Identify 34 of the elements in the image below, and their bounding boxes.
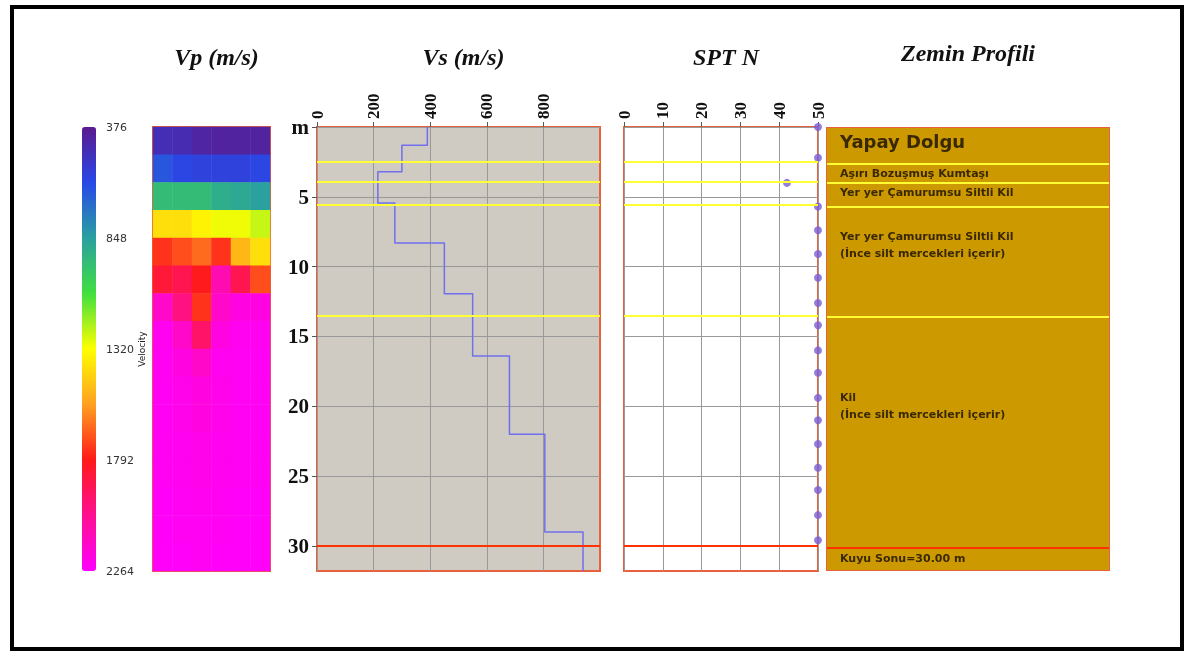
x-tick-label: 30 — [730, 102, 750, 119]
text: Kil (İnce silt mercekleri içerir) — [840, 390, 1006, 423]
y-tick-label: m — [291, 115, 310, 139]
text: Zemin Profili — [900, 40, 1036, 67]
color-bar-label: 1320 — [106, 342, 134, 356]
text: Yer yer Çamurumsu Siltli Kil (İnce silt mercekleri içerir) — [840, 229, 1014, 262]
y-tick-label: 30 — [288, 533, 309, 558]
chart-title: SPT N — [693, 44, 761, 70]
text: Yapay Dolgu — [840, 131, 966, 153]
color-bar-label: 1792 — [106, 453, 134, 467]
text: Kuyu Sonu=30.00 m — [840, 551, 966, 567]
y-tick-label: 25 — [288, 464, 309, 489]
y-tick-label: 15 — [288, 324, 309, 349]
chart-title: Vp (m/s) — [174, 44, 259, 70]
color-bar-label: 376 — [106, 120, 127, 134]
text: Aşırı Bozuşmuş Kumtaşı — [840, 166, 989, 182]
color-bar-label: 848 — [106, 231, 127, 245]
text: Yer yer Çamurumsu Siltli Kil — [840, 185, 1014, 201]
x-tick-label: 0 — [614, 110, 634, 119]
x-tick-label: 400 — [420, 93, 440, 119]
y-tick-label: 10 — [288, 254, 309, 279]
color-bar-title: Velocity — [137, 330, 148, 367]
x-tick-label: 800 — [533, 93, 553, 119]
x-tick-label: 40 — [769, 102, 789, 119]
y-tick-label: 20 — [288, 394, 309, 419]
x-tick-label: 0 — [307, 110, 327, 119]
chart-title: Vs (m/s) — [422, 44, 505, 70]
y-tick-label: 5 — [298, 184, 309, 209]
x-tick-label: 600 — [477, 93, 497, 119]
x-tick-label: 50 — [808, 102, 828, 119]
color-bar-label: 2264 — [106, 564, 134, 578]
x-tick-label: 10 — [653, 102, 673, 119]
x-tick-label: 20 — [692, 102, 712, 119]
x-tick-label: 200 — [364, 93, 384, 119]
